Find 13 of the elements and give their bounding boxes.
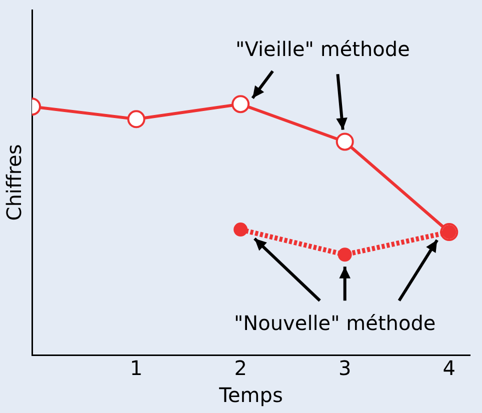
point bbox=[127, 110, 146, 128]
x-axis-title: Temps bbox=[218, 383, 283, 408]
text: "Vieille" méthode bbox=[236, 37, 410, 62]
point bbox=[336, 132, 354, 151]
x-tick-label: 4 bbox=[442, 356, 456, 380]
point bbox=[234, 222, 248, 237]
y-axis-title: Chiffres bbox=[2, 144, 26, 221]
x-tick-label: 3 bbox=[338, 356, 352, 380]
annotation: "Nouvelle" méthode bbox=[234, 310, 436, 335]
point bbox=[232, 95, 250, 114]
x-tick-label: 1 bbox=[130, 356, 143, 380]
point bbox=[338, 248, 352, 262]
x-tick-label: 2 bbox=[234, 356, 247, 380]
